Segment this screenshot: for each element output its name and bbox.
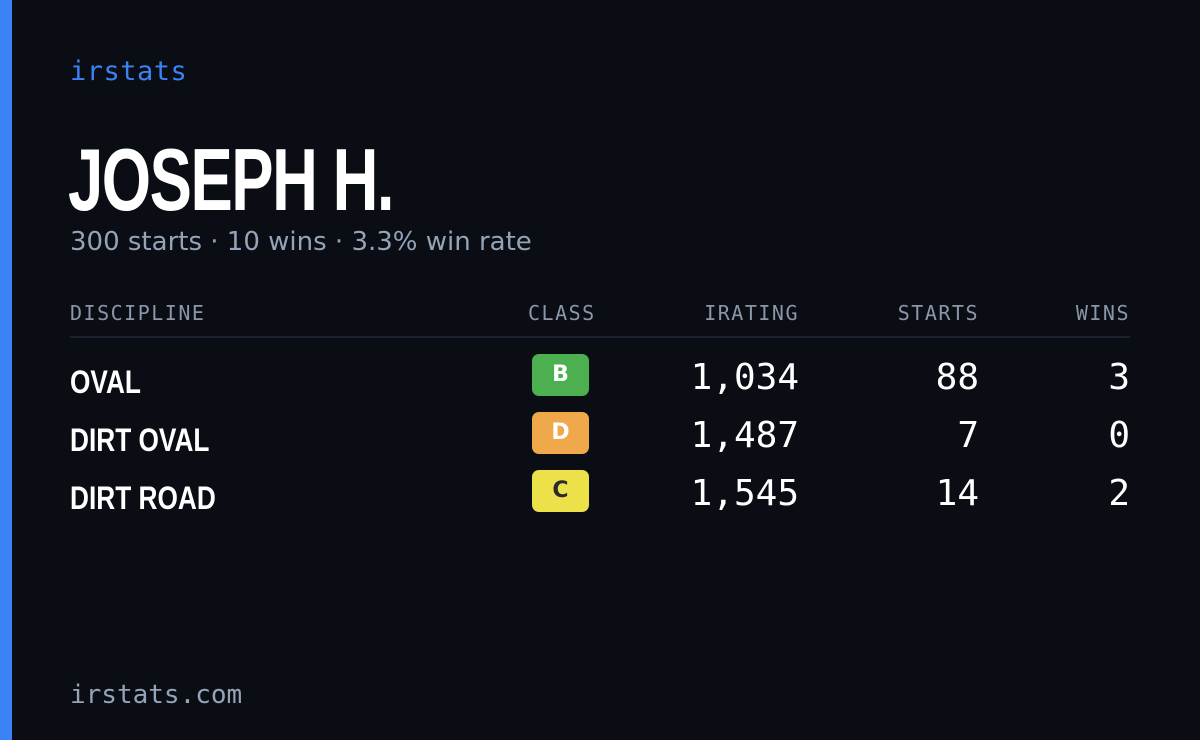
header-discipline: DISCIPLINE: [70, 301, 206, 325]
wins-value: 3: [1108, 357, 1130, 398]
starts-value: 14: [935, 473, 979, 514]
discipline-name: DIRT OVAL: [70, 422, 210, 458]
accent-bar: [0, 0, 12, 740]
header-starts: STARTS: [897, 301, 979, 325]
starts-value: 88: [935, 357, 979, 398]
starts-value: 7: [957, 415, 979, 456]
header-irating: IRATING: [704, 301, 799, 325]
driver-summary: 300 starts · 10 wins · 3.3% win rate: [70, 227, 532, 257]
class-badge: B: [532, 354, 589, 396]
class-badge: C: [532, 470, 589, 512]
wins-value: 2: [1108, 473, 1130, 514]
header-wins: WINS: [1075, 301, 1130, 325]
table-row: DIRT ROAD C 1,545 14 2: [70, 470, 1130, 526]
header-class: CLASS: [528, 301, 596, 325]
table-header: DISCIPLINE CLASS IRATING STARTS WINS: [70, 298, 1130, 338]
discipline-name: DIRT ROAD: [70, 480, 216, 516]
irating-value: 1,545: [690, 473, 799, 514]
wins-value: 0: [1108, 415, 1130, 456]
irating-value: 1,487: [690, 415, 799, 456]
irating-value: 1,034: [690, 357, 799, 398]
table-row: DIRT OVAL D 1,487 7 0: [70, 412, 1130, 468]
class-badge: D: [532, 412, 589, 454]
driver-name: JOSEPH H.: [68, 130, 395, 229]
discipline-name: OVAL: [70, 364, 141, 400]
table-row: OVAL B 1,034 88 3: [70, 354, 1130, 410]
brand-logo[interactable]: irstats: [70, 56, 188, 87]
site-url[interactable]: irstats.com: [70, 680, 243, 710]
